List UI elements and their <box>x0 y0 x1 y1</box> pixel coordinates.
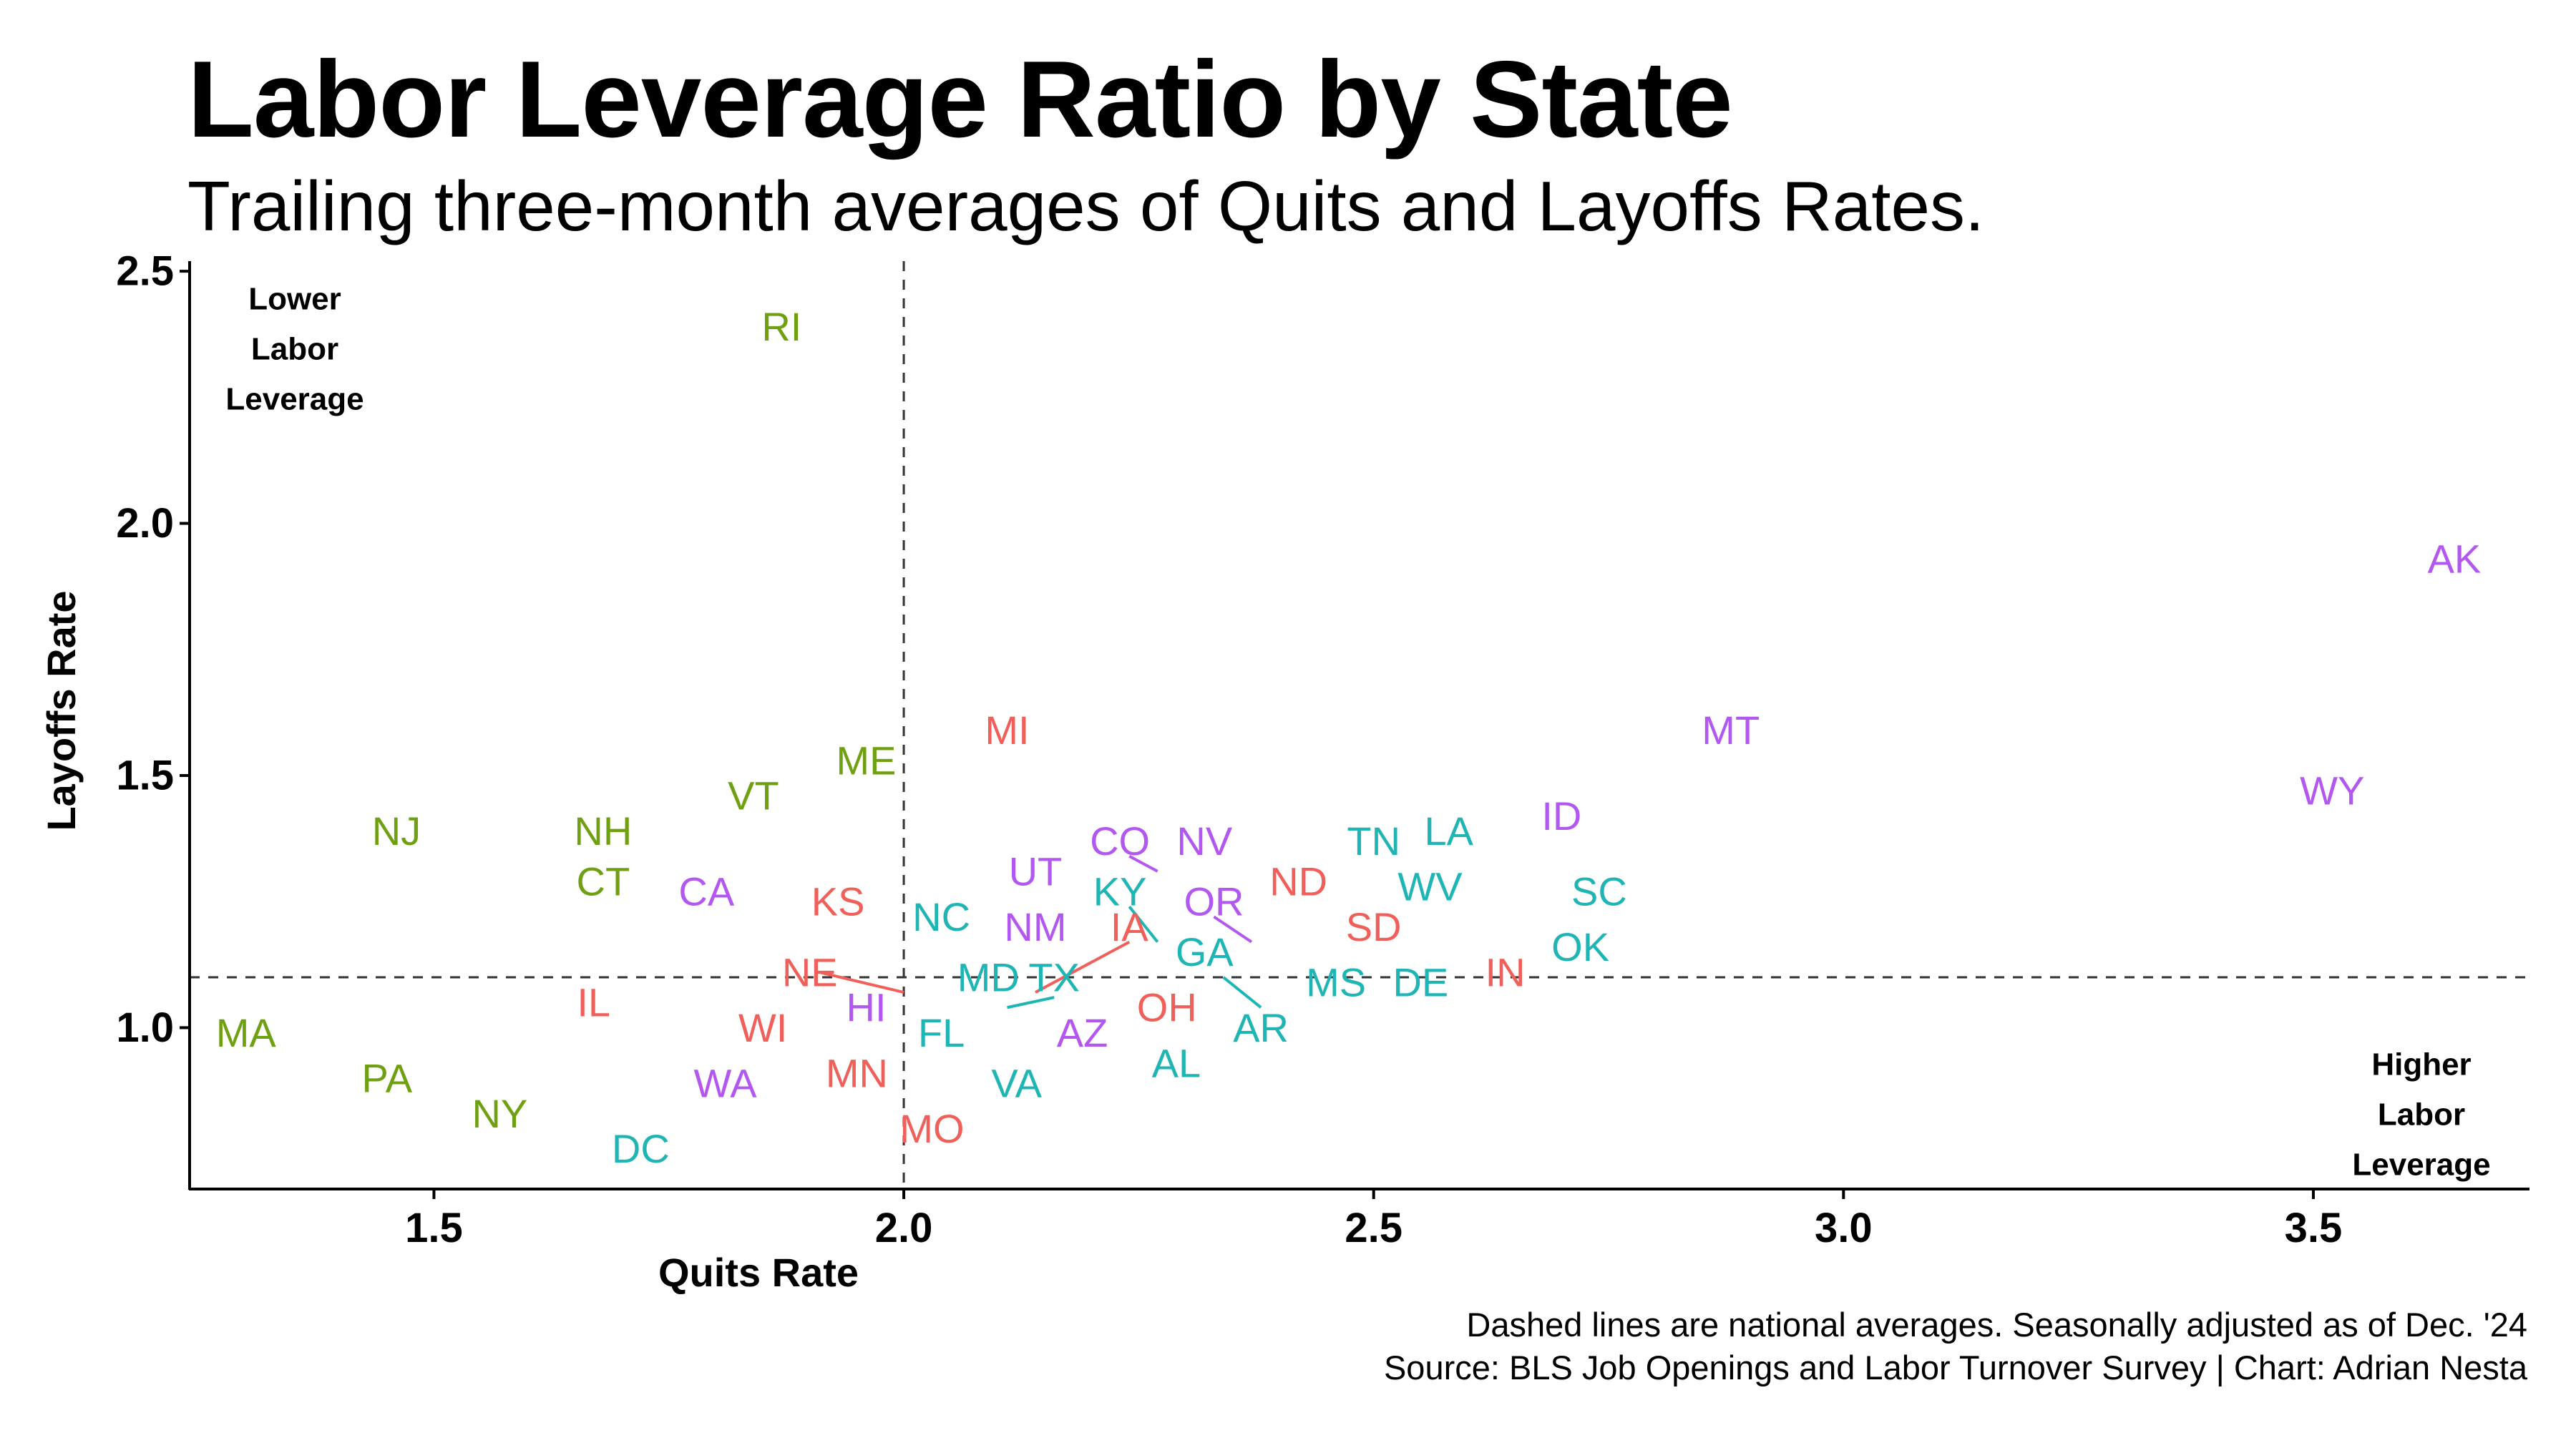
state-label-me: ME <box>836 738 897 783</box>
state-labels: RI AK MI MT ME VT WY ID NJ NH LA TN CO NV CT ND WV SC UT CA… <box>216 304 2481 1171</box>
connector-co <box>1128 855 1158 873</box>
y-tick-label-2.0: 2.0 <box>116 500 174 547</box>
state-label-nj: NJ <box>372 808 421 853</box>
state-label-or: OR <box>1184 879 1244 924</box>
label-connectors <box>819 855 1262 1009</box>
reference-lines <box>190 261 2529 1189</box>
y-tick-label-1.5: 1.5 <box>116 752 174 798</box>
state-label-ok: OK <box>1551 924 1609 969</box>
state-label-ga: GA <box>1176 929 1234 974</box>
caption-line-1: Dashed lines are national averages. Seas… <box>1466 1306 2527 1344</box>
state-label-va: VA <box>991 1060 1042 1105</box>
state-label-dc: DC <box>612 1126 670 1171</box>
y-tick-label-2.5: 2.5 <box>116 248 174 295</box>
quadrant-label-top-left-line-1: Lower <box>248 282 341 317</box>
y-axis-title: Layoffs Rate <box>39 590 84 831</box>
connector-ne <box>819 970 904 994</box>
state-label-md: MD <box>957 954 1020 999</box>
state-label-id: ID <box>1541 793 1581 838</box>
state-label-sd: SD <box>1346 904 1402 949</box>
x-tick-label-2.0: 2.0 <box>875 1205 933 1251</box>
state-label-mo: MO <box>899 1106 964 1151</box>
state-label-mi: MI <box>985 708 1029 753</box>
state-label-ar: AR <box>1233 1005 1289 1050</box>
state-label-nd: ND <box>1269 859 1327 904</box>
state-label-mt: MT <box>1702 708 1760 753</box>
state-label-vt: VT <box>728 773 779 818</box>
chart-subtitle: Trailing three-month averages of Quits a… <box>187 167 1985 245</box>
state-label-ak: AK <box>2428 536 2482 581</box>
state-label-wv: WV <box>1397 864 1463 909</box>
state-label-pa: PA <box>362 1055 413 1100</box>
axes: 1.5 2.0 2.5 3.0 3.5 1.0 1.5 2.0 2.5 Quits Rate Lay… <box>39 248 2529 1295</box>
state-label-ri: RI <box>761 304 801 349</box>
connector-ia <box>1034 940 1131 994</box>
x-axis-title: Quits Rate <box>658 1250 859 1295</box>
state-label-nv: NV <box>1176 818 1232 864</box>
quadrant-label-top-left-line-2: Labor <box>251 332 338 367</box>
state-label-ct: CT <box>577 859 630 904</box>
state-label-ks: KS <box>811 879 865 924</box>
state-label-nh: NH <box>574 808 632 853</box>
state-label-tn: TN <box>1347 818 1400 864</box>
state-label-wa: WA <box>693 1060 757 1105</box>
x-tick-label-1.5: 1.5 <box>405 1205 463 1251</box>
x-tick-label-3.5: 3.5 <box>2285 1205 2343 1251</box>
state-label-oh: OH <box>1137 985 1197 1030</box>
state-label-al: AL <box>1152 1040 1201 1085</box>
state-label-fl: FL <box>918 1010 965 1055</box>
quadrant-label-bottom-right-line-1: Higher <box>2371 1047 2471 1082</box>
state-label-la: LA <box>1425 808 1474 853</box>
state-label-mn: MN <box>826 1050 888 1095</box>
state-label-il: IL <box>577 980 610 1025</box>
state-label-sc: SC <box>1571 869 1627 914</box>
connector-ar <box>1222 976 1262 1009</box>
connector-ky <box>1128 906 1159 943</box>
chart-title: Labor Leverage Ratio by State <box>187 39 1733 160</box>
quadrant-label-bottom-right-line-3: Leverage <box>2352 1148 2490 1183</box>
state-label-de: DE <box>1392 959 1448 1004</box>
quadrant-labels: Lower Labor Leverage Higher Labor Leverage <box>225 282 2490 1183</box>
state-label-ia: IA <box>1111 904 1149 949</box>
state-label-az: AZ <box>1057 1010 1108 1055</box>
state-label-tx: TX <box>1028 954 1080 999</box>
state-label-ca: CA <box>678 869 734 914</box>
state-label-ny: NY <box>472 1091 527 1136</box>
state-label-ky: KY <box>1093 869 1147 914</box>
state-label-wy: WY <box>2300 768 2364 813</box>
quadrant-label-top-left-line-3: Leverage <box>225 382 364 417</box>
x-tick-label-3.0: 3.0 <box>1815 1205 1873 1251</box>
chart-caption: Dashed lines are national averages. Seas… <box>1384 1304 2527 1389</box>
state-label-ut: UT <box>1009 848 1063 894</box>
y-tick-label-1.0: 1.0 <box>116 1004 174 1051</box>
state-label-nm: NM <box>1004 904 1066 949</box>
state-label-co: CO <box>1090 818 1150 864</box>
state-label-wi: WI <box>738 1005 787 1050</box>
state-label-in: IN <box>1485 949 1526 994</box>
connector-tx <box>1007 996 1055 1009</box>
connector-or <box>1213 915 1253 944</box>
state-label-ne: NE <box>782 949 838 994</box>
caption-line-2: Source: BLS Job Openings and Labor Turno… <box>1383 1349 2527 1386</box>
state-label-hi: HI <box>847 985 887 1030</box>
state-label-ms: MS <box>1306 959 1366 1004</box>
quadrant-label-bottom-right-line-2: Labor <box>2378 1097 2465 1133</box>
state-label-nc: NC <box>912 894 970 939</box>
state-label-ma: MA <box>216 1010 277 1055</box>
x-tick-label-2.5: 2.5 <box>1345 1205 1402 1251</box>
